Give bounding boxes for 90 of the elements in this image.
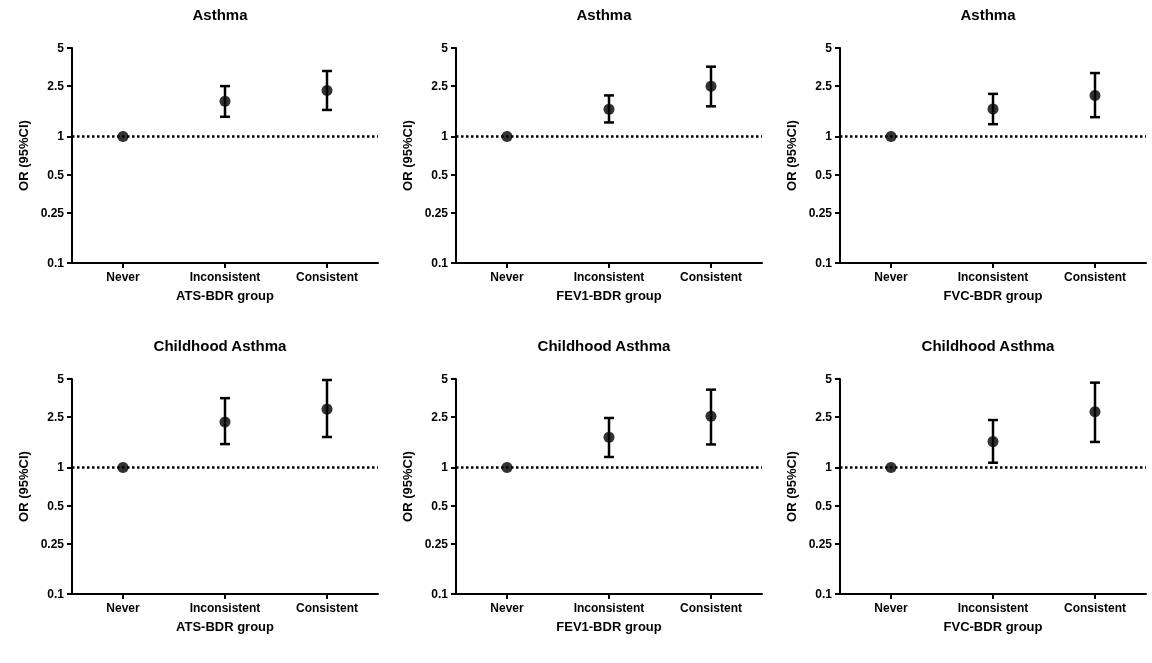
x-tick-label: Consistent [295, 270, 359, 284]
y-tick-label: 5 [825, 372, 833, 386]
x-tick-label: Consistent [1063, 270, 1127, 284]
point [1089, 406, 1101, 418]
y-tick-label: 1 [441, 460, 449, 475]
x-tick-label: Inconsistent [573, 601, 645, 615]
point [117, 130, 129, 142]
y-tick-label: 1 [825, 129, 833, 144]
chart-title: Asthma [576, 6, 633, 23]
point [885, 130, 897, 142]
y-tick-label: 2.5 [815, 79, 833, 94]
x-tick-label: Inconsistent [957, 601, 1029, 615]
x-axis-title: FVC-BDR group [943, 619, 1043, 634]
point [705, 410, 717, 422]
y-tick-label: 2.5 [431, 410, 449, 425]
y-tick-label: 0.1 [47, 587, 65, 601]
point [321, 84, 333, 96]
y-tick-label: 0.5 [815, 167, 833, 182]
x-axis-title: FVC-BDR group [943, 288, 1043, 303]
x-tick-label: Consistent [295, 601, 359, 615]
y-tick-label: 1 [57, 460, 65, 475]
y-tick-label: 5 [57, 41, 65, 55]
x-tick-label: Never [490, 270, 525, 284]
x-axis-title: ATS-BDR group [176, 619, 275, 634]
point [219, 416, 231, 428]
y-tick-label: 0.5 [431, 498, 449, 513]
point [219, 95, 231, 107]
x-tick-label: Inconsistent [189, 270, 261, 284]
chart-title: Asthma [192, 6, 249, 23]
y-tick-label: 2.5 [815, 410, 833, 425]
y-tick-label: 0.25 [808, 205, 833, 220]
point [501, 461, 513, 473]
chart-title: Asthma [960, 6, 1017, 23]
y-axis-title: OR (95%CI) [399, 120, 415, 191]
x-axis-title: FEV1-BDR group [556, 288, 662, 303]
y-tick-label: 1 [441, 129, 449, 144]
chart-title: Childhood Asthma [537, 337, 672, 354]
x-tick-label: Never [490, 601, 525, 615]
point [1089, 89, 1101, 101]
x-tick-label: Consistent [1063, 601, 1127, 615]
chart-title: Childhood Asthma [153, 337, 288, 354]
x-tick-label: Inconsistent [957, 270, 1029, 284]
y-tick-label: 0.5 [815, 498, 833, 513]
y-axis-title: OR (95%CI) [399, 451, 415, 522]
y-axis-title: OR (95%CI) [783, 120, 799, 191]
y-tick-label: 2.5 [431, 79, 449, 94]
point [117, 461, 129, 473]
point [987, 436, 999, 448]
y-tick-label: 0.25 [40, 536, 65, 551]
y-axis-title: OR (95%CI) [783, 451, 799, 522]
x-tick-label: Consistent [679, 270, 743, 284]
y-axis-title: OR (95%CI) [15, 451, 31, 522]
y-tick-label: 2.5 [47, 79, 65, 94]
y-tick-label: 5 [441, 41, 449, 55]
y-tick-label: 5 [441, 372, 449, 386]
point [603, 103, 615, 115]
point [321, 403, 333, 415]
point [987, 103, 999, 115]
y-tick-label: 0.25 [40, 205, 65, 220]
x-tick-label: Never [106, 270, 141, 284]
y-tick-label: 0.1 [47, 256, 65, 270]
y-tick-label: 0.5 [47, 167, 65, 182]
point [705, 80, 717, 92]
x-axis-title: FEV1-BDR group [556, 619, 662, 634]
y-tick-label: 5 [825, 41, 833, 55]
y-tick-label: 0.1 [815, 256, 833, 270]
y-tick-label: 5 [57, 372, 65, 386]
y-tick-label: 0.1 [431, 256, 449, 270]
x-tick-label: Consistent [679, 601, 743, 615]
y-tick-label: 0.1 [815, 587, 833, 601]
y-tick-label: 0.5 [47, 498, 65, 513]
x-tick-label: Never [874, 270, 909, 284]
x-tick-label: Inconsistent [189, 601, 261, 615]
y-tick-label: 0.25 [424, 205, 449, 220]
y-tick-label: 1 [57, 129, 65, 144]
y-axis-title: OR (95%CI) [15, 120, 31, 191]
y-tick-label: 0.1 [431, 587, 449, 601]
y-tick-label: 2.5 [47, 410, 65, 425]
x-tick-label: Inconsistent [573, 270, 645, 284]
point [603, 431, 615, 443]
chart-title: Childhood Asthma [921, 337, 1056, 354]
y-tick-label: 0.5 [431, 167, 449, 182]
x-tick-label: Never [874, 601, 909, 615]
point [501, 130, 513, 142]
y-tick-label: 0.25 [424, 536, 449, 551]
y-tick-label: 1 [825, 460, 833, 475]
x-tick-label: Never [106, 601, 141, 615]
point [885, 461, 897, 473]
y-tick-label: 0.25 [808, 536, 833, 551]
x-axis-title: ATS-BDR group [176, 288, 275, 303]
